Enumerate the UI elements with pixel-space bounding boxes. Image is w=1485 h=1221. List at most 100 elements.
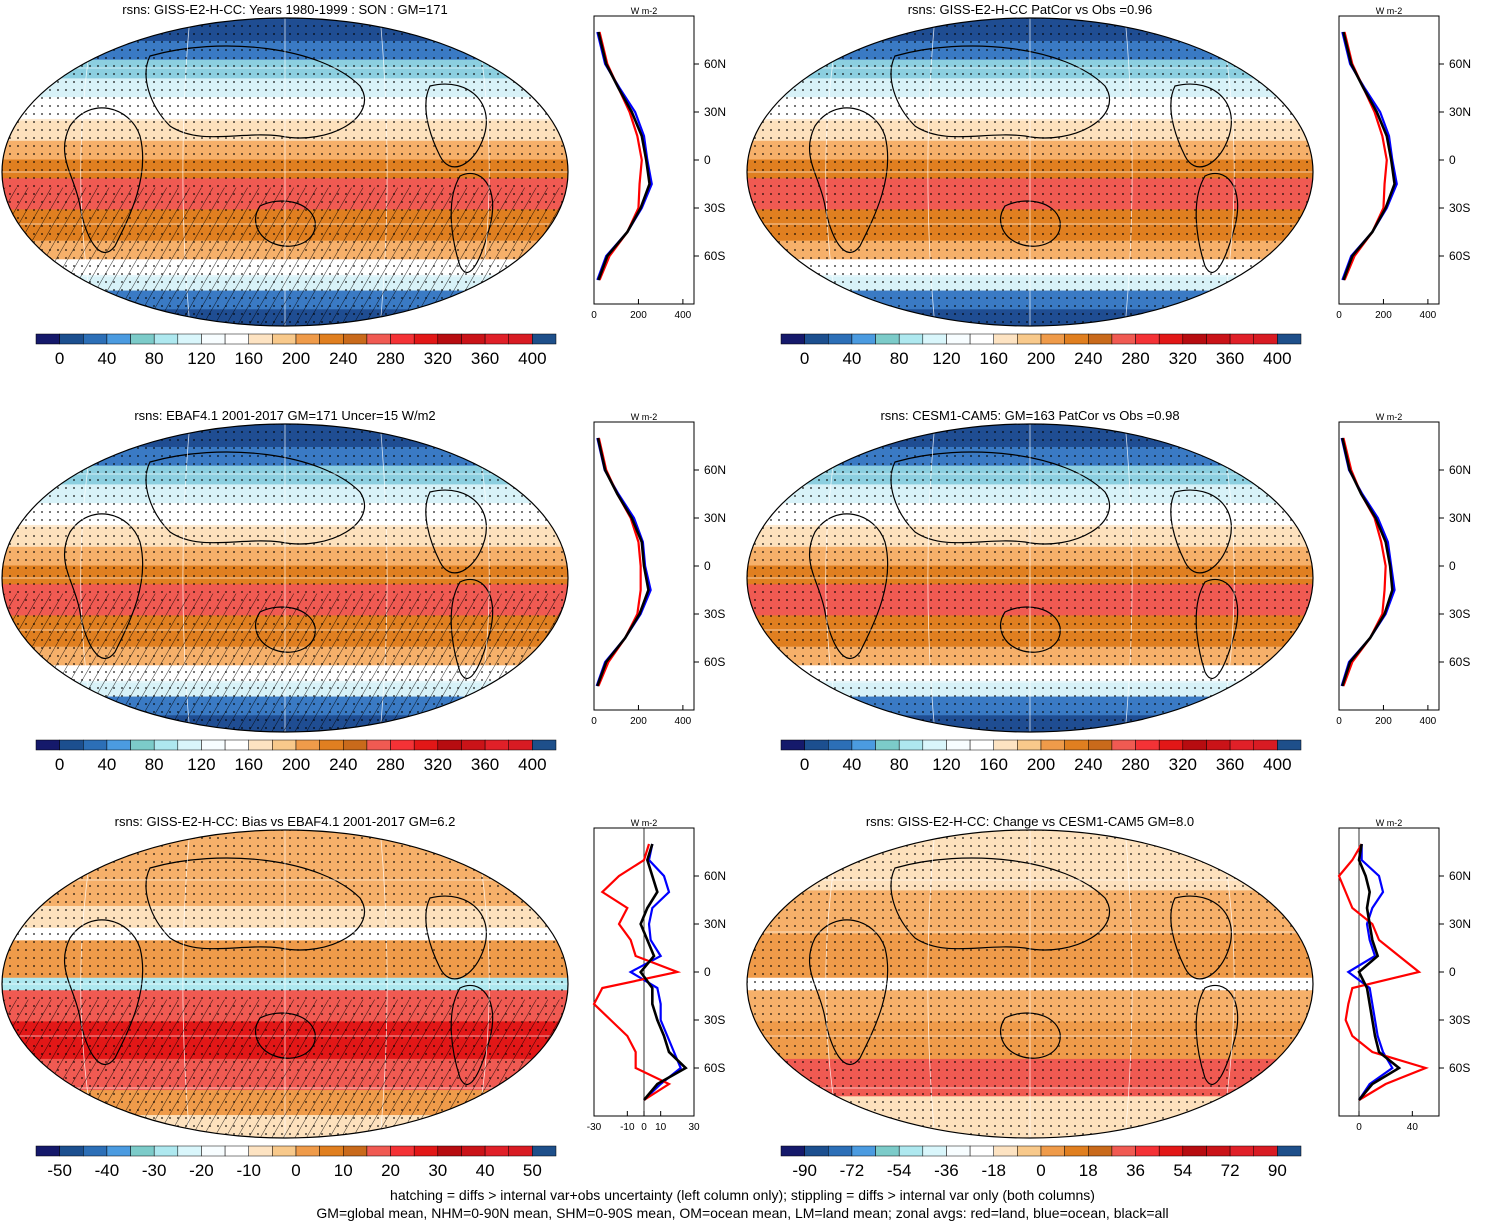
colorbar-swatch (804, 739, 829, 751)
colorbar-swatch (1040, 739, 1065, 751)
colorbar-swatch (83, 333, 108, 345)
colorbar-swatch (343, 1145, 368, 1157)
lat-tick-label: 30N (704, 511, 726, 525)
colorbar-label: 280 (1121, 349, 1149, 368)
colorbar-swatch (922, 333, 947, 345)
colorbar-label: 160 (235, 349, 263, 368)
lat-tick-label: 60S (704, 655, 725, 669)
colorbar-label: 240 (1074, 349, 1102, 368)
lat-tick-label: 60N (1449, 57, 1471, 71)
x-tick-label: 30 (688, 1122, 700, 1133)
x-tick-label: 200 (1375, 310, 1392, 321)
stippling-overlay (747, 830, 1313, 1138)
colorbar-swatch (201, 333, 226, 345)
colorbar-label: 400 (1263, 755, 1291, 774)
lat-tick-label: 30S (704, 201, 725, 215)
colorbar-swatch (461, 333, 486, 345)
colorbar-swatch (851, 739, 876, 751)
panel-title: rsns: GISS-E2-H-CC PatCor vs Obs =0.96 (907, 2, 1153, 17)
lat-tick-label: 30N (1449, 105, 1471, 119)
colorbar-label: -30 (142, 1161, 167, 1180)
colorbar-swatch (922, 1145, 947, 1157)
colorbar-label: 72 (1221, 1161, 1240, 1180)
colorbar-label: 360 (1216, 349, 1244, 368)
lat-tick-label: 0 (704, 559, 711, 573)
colorbar-swatch (1064, 333, 1089, 345)
lat-tick-label: 30S (1449, 607, 1470, 621)
colorbar-label: 400 (518, 349, 546, 368)
x-tick-label: 40 (1407, 1122, 1419, 1133)
lat-tick-label: 30S (1449, 201, 1470, 215)
colorbar-swatch (1017, 333, 1042, 345)
hatching-overlay (2, 593, 568, 732)
colorbar-swatch (295, 739, 320, 751)
colorbar-label: -40 (95, 1161, 120, 1180)
colorbar-swatch (248, 739, 273, 751)
colorbar-swatch (532, 1145, 557, 1157)
zonal-profile: W m-2 60N 30N 0 30S 60S -30 -10 0 10 30 (587, 818, 726, 1133)
map-plot (1, 423, 569, 733)
colorbar-swatch (83, 1145, 108, 1157)
colorbar-label: 200 (1027, 349, 1055, 368)
colorbar: 0 40 80 120 160 200 240 280 320 360 400 (35, 739, 557, 774)
colorbar-swatch (780, 739, 805, 751)
colorbar-swatch (484, 333, 509, 345)
colorbar-label: 0 (291, 1161, 300, 1180)
zonal-line-land (598, 31, 643, 281)
colorbar-label: 320 (424, 349, 452, 368)
colorbar-label: 320 (424, 755, 452, 774)
lat-tick-label: 0 (1449, 153, 1456, 167)
colorbar-swatch (1182, 333, 1207, 345)
map-plot (746, 829, 1314, 1139)
colorbar-label: 400 (1263, 349, 1291, 368)
map-outline (1, 17, 569, 327)
colorbar-swatch (1017, 739, 1042, 751)
colorbar-label: 40 (842, 349, 861, 368)
colorbar-label: -18 (981, 1161, 1006, 1180)
colorbar-swatch (319, 1145, 344, 1157)
colorbar-swatch (461, 1145, 486, 1157)
x-tick-label: 10 (655, 1122, 667, 1133)
colorbar-swatch (922, 739, 947, 751)
x-tick-label: 200 (630, 310, 647, 321)
footer-note-hatching: hatching = diffs > internal var+obs unce… (390, 1187, 1095, 1203)
colorbar-swatch (1040, 333, 1065, 345)
lat-tick-label: 0 (704, 153, 711, 167)
profile-units: W m-2 (631, 818, 658, 828)
colorbar-label: 240 (1074, 755, 1102, 774)
colorbar-swatch (130, 739, 155, 751)
colorbar-label: 320 (1169, 349, 1197, 368)
colorbar-swatch (1253, 739, 1278, 751)
lat-tick-label: 30S (1449, 1013, 1470, 1027)
colorbar-label: 0 (800, 755, 809, 774)
colorbar-label: 40 (97, 755, 116, 774)
colorbar-swatch (508, 739, 533, 751)
lat-tick-label: 60N (704, 869, 726, 883)
x-tick-label: 200 (1375, 716, 1392, 727)
footer-note-legend: GM=global mean, NHM=0-90N mean, SHM=0-90… (316, 1205, 1169, 1221)
colorbar-swatch (1135, 333, 1160, 345)
x-tick-label: 400 (675, 310, 692, 321)
colorbar-swatch (969, 1145, 994, 1157)
map-plot (746, 17, 1314, 327)
profile-units: W m-2 (631, 412, 658, 422)
colorbar-swatch (1277, 1145, 1302, 1157)
lat-tick-label: 60S (704, 249, 725, 263)
zonal-line-all (596, 437, 650, 687)
zonal-profile: W m-2 60N 30N 0 30S 60S 0 200 400 (1336, 6, 1471, 321)
colorbar-swatch (532, 333, 557, 345)
colorbar-swatch (1158, 333, 1184, 345)
colorbar-label: 160 (980, 755, 1008, 774)
colorbar-swatch (35, 739, 60, 751)
map-plot (746, 423, 1314, 733)
panel-title: rsns: EBAF4.1 2001-2017 GM=171 Uncer=15 … (134, 408, 436, 423)
zonal-line-all (1341, 437, 1394, 687)
colorbar-label: 360 (1216, 755, 1244, 774)
profile-units: W m-2 (631, 6, 658, 16)
colorbar-swatch (804, 1145, 829, 1157)
colorbar-swatch (272, 1145, 297, 1157)
panel-p2: rsns: GISS-E2-H-CC PatCor vs Obs =0.96 W … (745, 0, 1471, 400)
colorbar-swatch (35, 333, 60, 345)
colorbar-swatch (1229, 1145, 1254, 1157)
colorbar-swatch (177, 333, 202, 345)
